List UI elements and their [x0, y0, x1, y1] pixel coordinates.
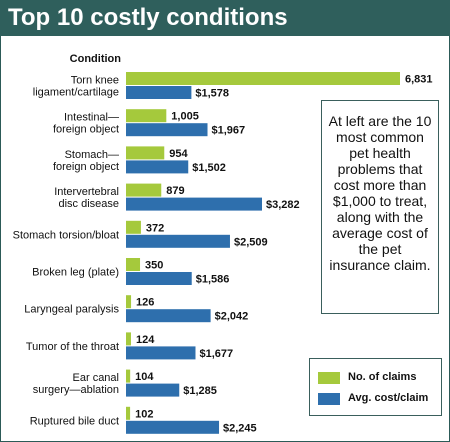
chart-title: Top 10 costly conditions [8, 4, 288, 31]
bar-claims-8 [126, 369, 131, 383]
bar-claims-1 [126, 109, 167, 123]
category-label-8-0: Ear canal [73, 372, 119, 384]
legend: No. of claims Avg. cost/claim [309, 358, 442, 416]
legend-swatch-claims [318, 372, 340, 384]
data-label-claims-1: 1,005 [171, 111, 199, 123]
category-label-1-0: Intestinal— [64, 112, 119, 124]
category-label-3-1: disc disease [58, 198, 119, 210]
data-label-cost-4: $2,509 [234, 236, 268, 248]
data-label-claims-0: 6,831 [405, 74, 433, 86]
data-label-claims-3: 879 [166, 185, 184, 197]
bar-claims-9 [126, 406, 131, 420]
bar-claims-7 [126, 332, 131, 346]
bar-cost-7 [126, 346, 196, 360]
data-label-cost-9: $2,245 [223, 422, 257, 434]
category-label-2-1: foreign object [53, 161, 119, 173]
bar-cost-9 [126, 420, 220, 434]
bar-cost-0 [126, 86, 192, 99]
bar-claims-4 [126, 220, 141, 234]
category-label-5-0: Broken leg (plate) [32, 267, 119, 279]
data-label-cost-5: $1,586 [196, 274, 230, 286]
bar-claims-6 [126, 295, 132, 309]
data-label-cost-0: $1,578 [195, 88, 229, 100]
category-label-6-0: Laryngeal paralysis [24, 304, 119, 316]
data-label-claims-5: 350 [145, 260, 163, 272]
data-label-claims-2: 954 [169, 148, 188, 160]
data-label-claims-4: 372 [146, 222, 164, 234]
bar-cost-4 [126, 234, 230, 248]
data-label-claims-8: 104 [135, 371, 154, 383]
bar-cost-2 [126, 160, 189, 174]
category-label-3-0: Intervertebral [54, 186, 119, 198]
data-label-claims-6: 126 [136, 297, 154, 309]
category-label-4-0: Stomach torsion/bloat [13, 229, 119, 241]
category-label-9-0: Ruptured bile duct [30, 415, 119, 427]
bar-cost-6 [126, 309, 211, 323]
legend-label-cost: Avg. cost/claim [348, 392, 429, 404]
category-label-1-1: foreign object [53, 124, 119, 136]
category-label-0-0: Torn knee [71, 75, 119, 87]
data-label-claims-7: 124 [136, 334, 155, 346]
bar-claims-3 [126, 183, 162, 197]
category-label-2-0: Stomach— [65, 149, 119, 161]
title-bar: Top 10 costly conditions [0, 0, 450, 36]
category-label-8-1: surgery—ablation [33, 384, 119, 396]
data-label-cost-7: $1,677 [199, 348, 233, 360]
category-axis-label: Condition [70, 53, 122, 65]
bar-claims-2 [126, 146, 165, 160]
category-label-0-1: ligament/cartilage [33, 87, 119, 99]
data-label-cost-3: $3,282 [266, 199, 300, 211]
legend-swatch-cost [318, 393, 340, 405]
data-label-claims-9: 102 [135, 408, 153, 420]
data-label-cost-8: $1,285 [183, 385, 217, 397]
bar-cost-8 [126, 383, 180, 397]
data-label-cost-2: $1,502 [192, 162, 226, 174]
info-text: At left are the 10 most common pet healt… [328, 113, 432, 273]
bar-claims-0 [126, 72, 400, 85]
bar-cost-5 [126, 272, 192, 285]
bar-claims-5 [126, 258, 141, 271]
legend-label-claims: No. of claims [348, 371, 417, 383]
data-label-cost-1: $1,967 [212, 125, 246, 137]
bar-cost-1 [126, 123, 208, 137]
data-label-cost-6: $2,042 [215, 311, 249, 323]
bar-cost-3 [126, 197, 262, 211]
info-box: At left are the 10 most common pet healt… [321, 100, 439, 314]
category-label-7-0: Tumor of the throat [26, 341, 119, 353]
